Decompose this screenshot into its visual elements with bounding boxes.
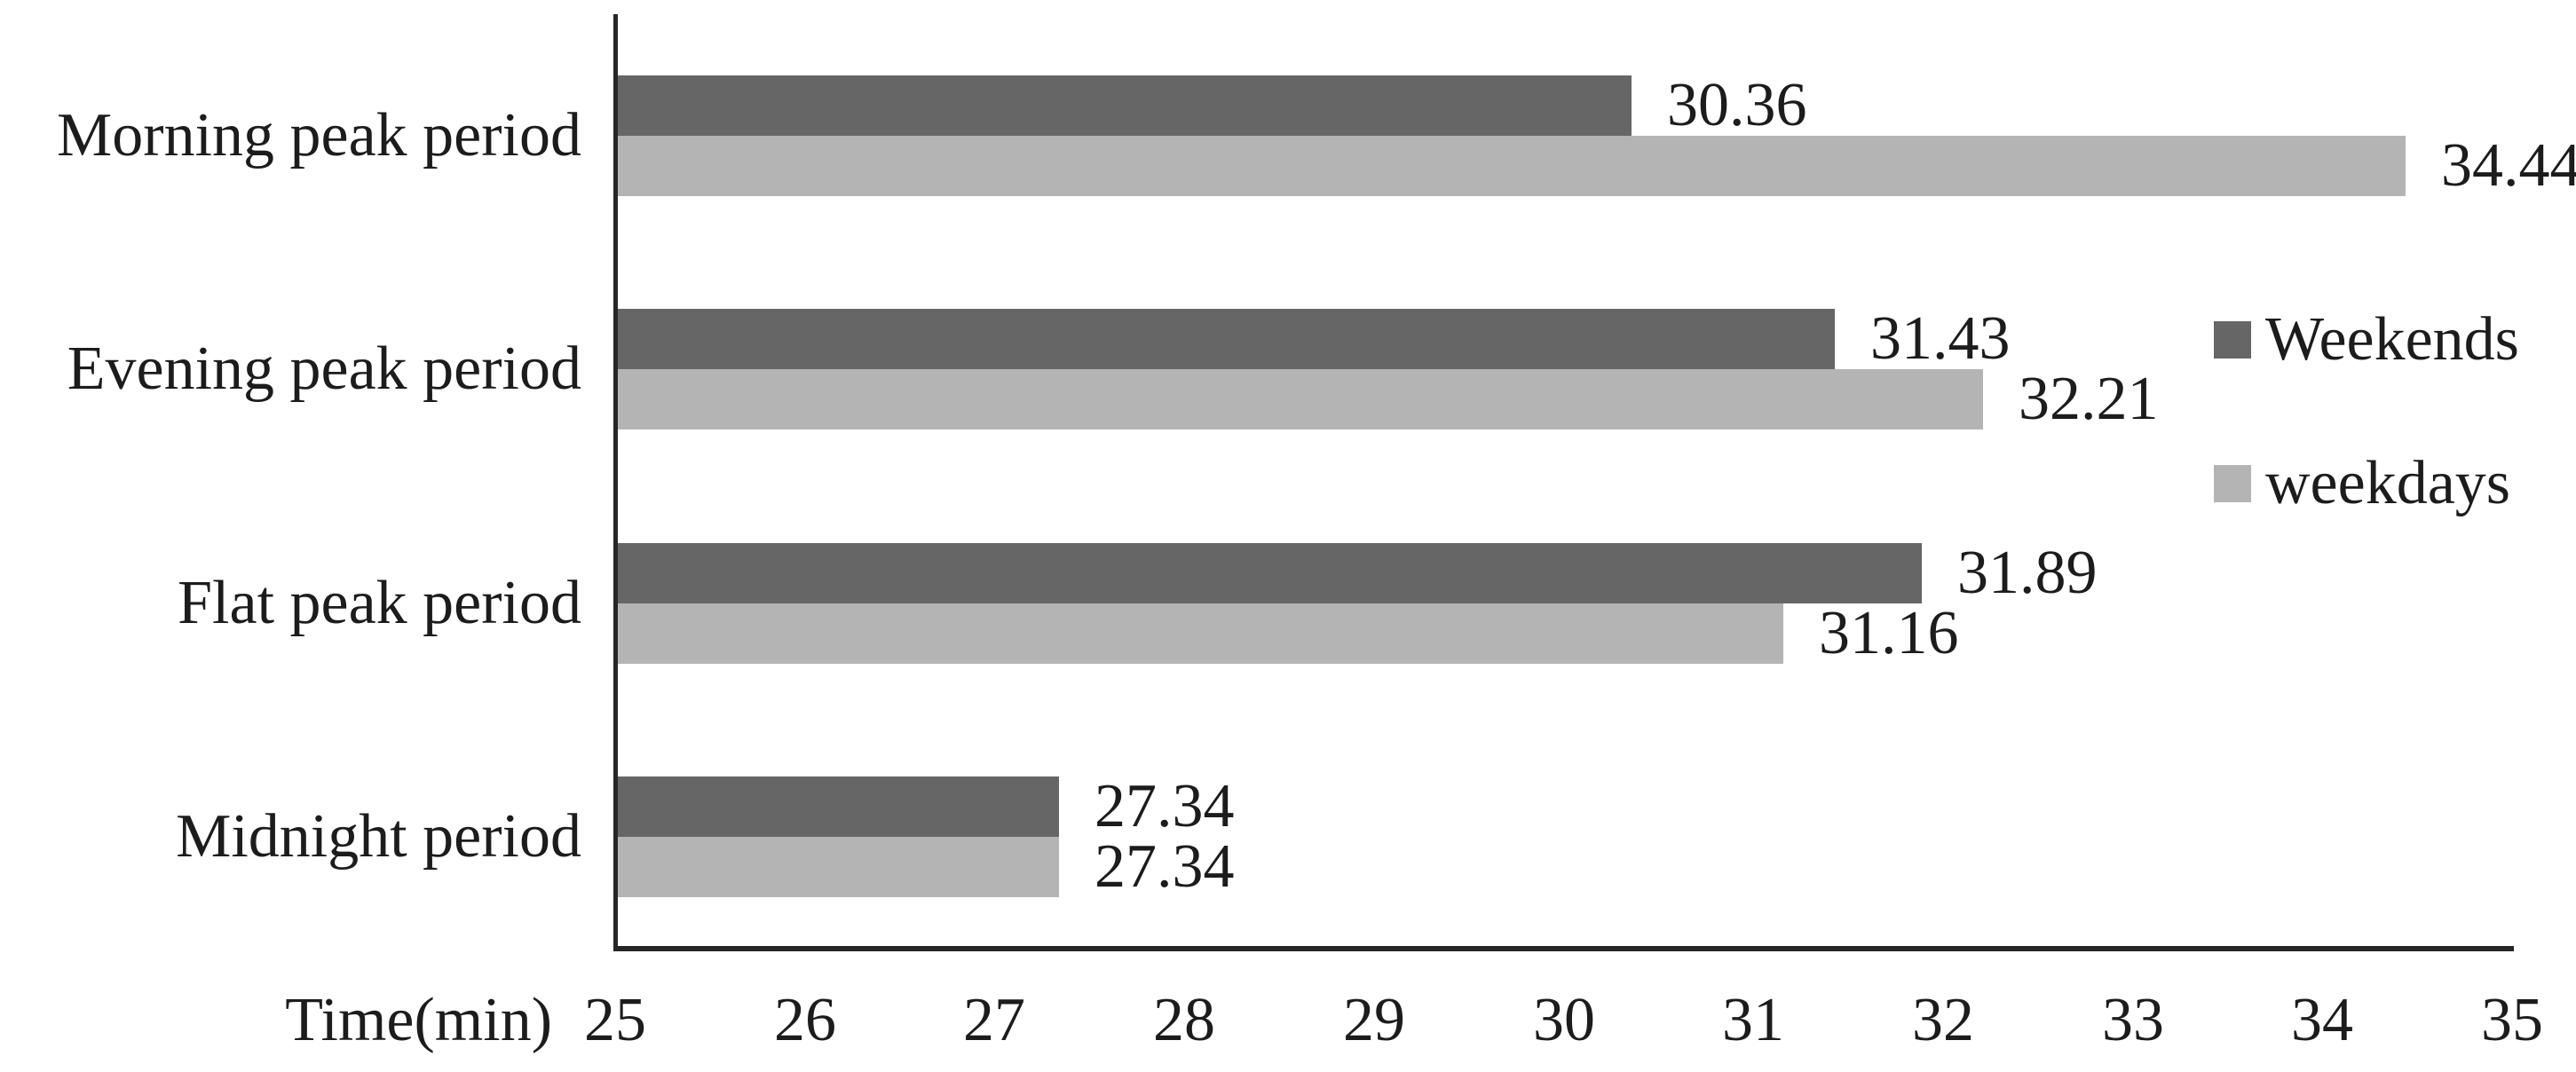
x-tick-label-27: 27	[963, 986, 1025, 1054]
value-label-weekends-morning-peak-period: 30.36	[1667, 71, 1807, 139]
bar-weekends-morning-peak-period	[618, 75, 1632, 136]
y-axis-line	[613, 14, 618, 951]
x-axis-title: Time(min)	[285, 986, 552, 1054]
legend-swatch-weekdays	[2214, 465, 2251, 502]
bar-weekdays-flat-peak-period	[618, 603, 1783, 664]
x-tick-label-26: 26	[774, 986, 836, 1054]
value-label-weekends-evening-peak-period: 31.43	[1870, 304, 2011, 373]
value-label-weekdays-morning-peak-period: 34.44	[2441, 131, 2576, 200]
value-label-weekdays-flat-peak-period: 31.16	[1819, 599, 1959, 667]
x-tick-label-28: 28	[1153, 986, 1215, 1054]
legend-label-weekdays: weekdays	[2265, 449, 2511, 517]
bar-weekdays-morning-peak-period	[618, 136, 2406, 196]
x-tick-label-29: 29	[1343, 986, 1405, 1054]
x-tick-label-33: 33	[2102, 986, 2164, 1054]
value-label-weekends-midnight-period: 27.34	[1094, 772, 1235, 840]
value-label-weekdays-evening-peak-period: 32.21	[2019, 365, 2159, 433]
category-label-midnight-period: Midnight period	[176, 802, 581, 871]
x-axis-line	[613, 946, 2514, 951]
category-label-flat-peak-period: Flat peak period	[178, 569, 581, 637]
category-label-evening-peak-period: Evening peak period	[67, 335, 581, 403]
x-tick-label-32: 32	[1912, 986, 1974, 1054]
value-label-weekdays-midnight-period: 27.34	[1094, 832, 1235, 901]
bar-weekends-midnight-period	[618, 776, 1059, 837]
bar-weekends-evening-peak-period	[618, 309, 1835, 369]
x-tick-label-30: 30	[1533, 986, 1595, 1054]
x-tick-label-34: 34	[2291, 986, 2353, 1054]
bar-weekdays-midnight-period	[618, 837, 1059, 897]
x-tick-label-25: 25	[584, 986, 646, 1054]
bar-weekends-flat-peak-period	[618, 543, 1922, 603]
legend-label-weekends: Weekends	[2265, 305, 2519, 374]
legend-swatch-weekends	[2214, 321, 2251, 359]
x-tick-label-31: 31	[1722, 986, 1784, 1054]
category-label-morning-peak-period: Morning peak period	[57, 101, 581, 169]
value-label-weekends-flat-peak-period: 31.89	[1957, 539, 2098, 607]
x-tick-label-35: 35	[2481, 986, 2543, 1054]
bar-weekdays-evening-peak-period	[618, 369, 1983, 430]
